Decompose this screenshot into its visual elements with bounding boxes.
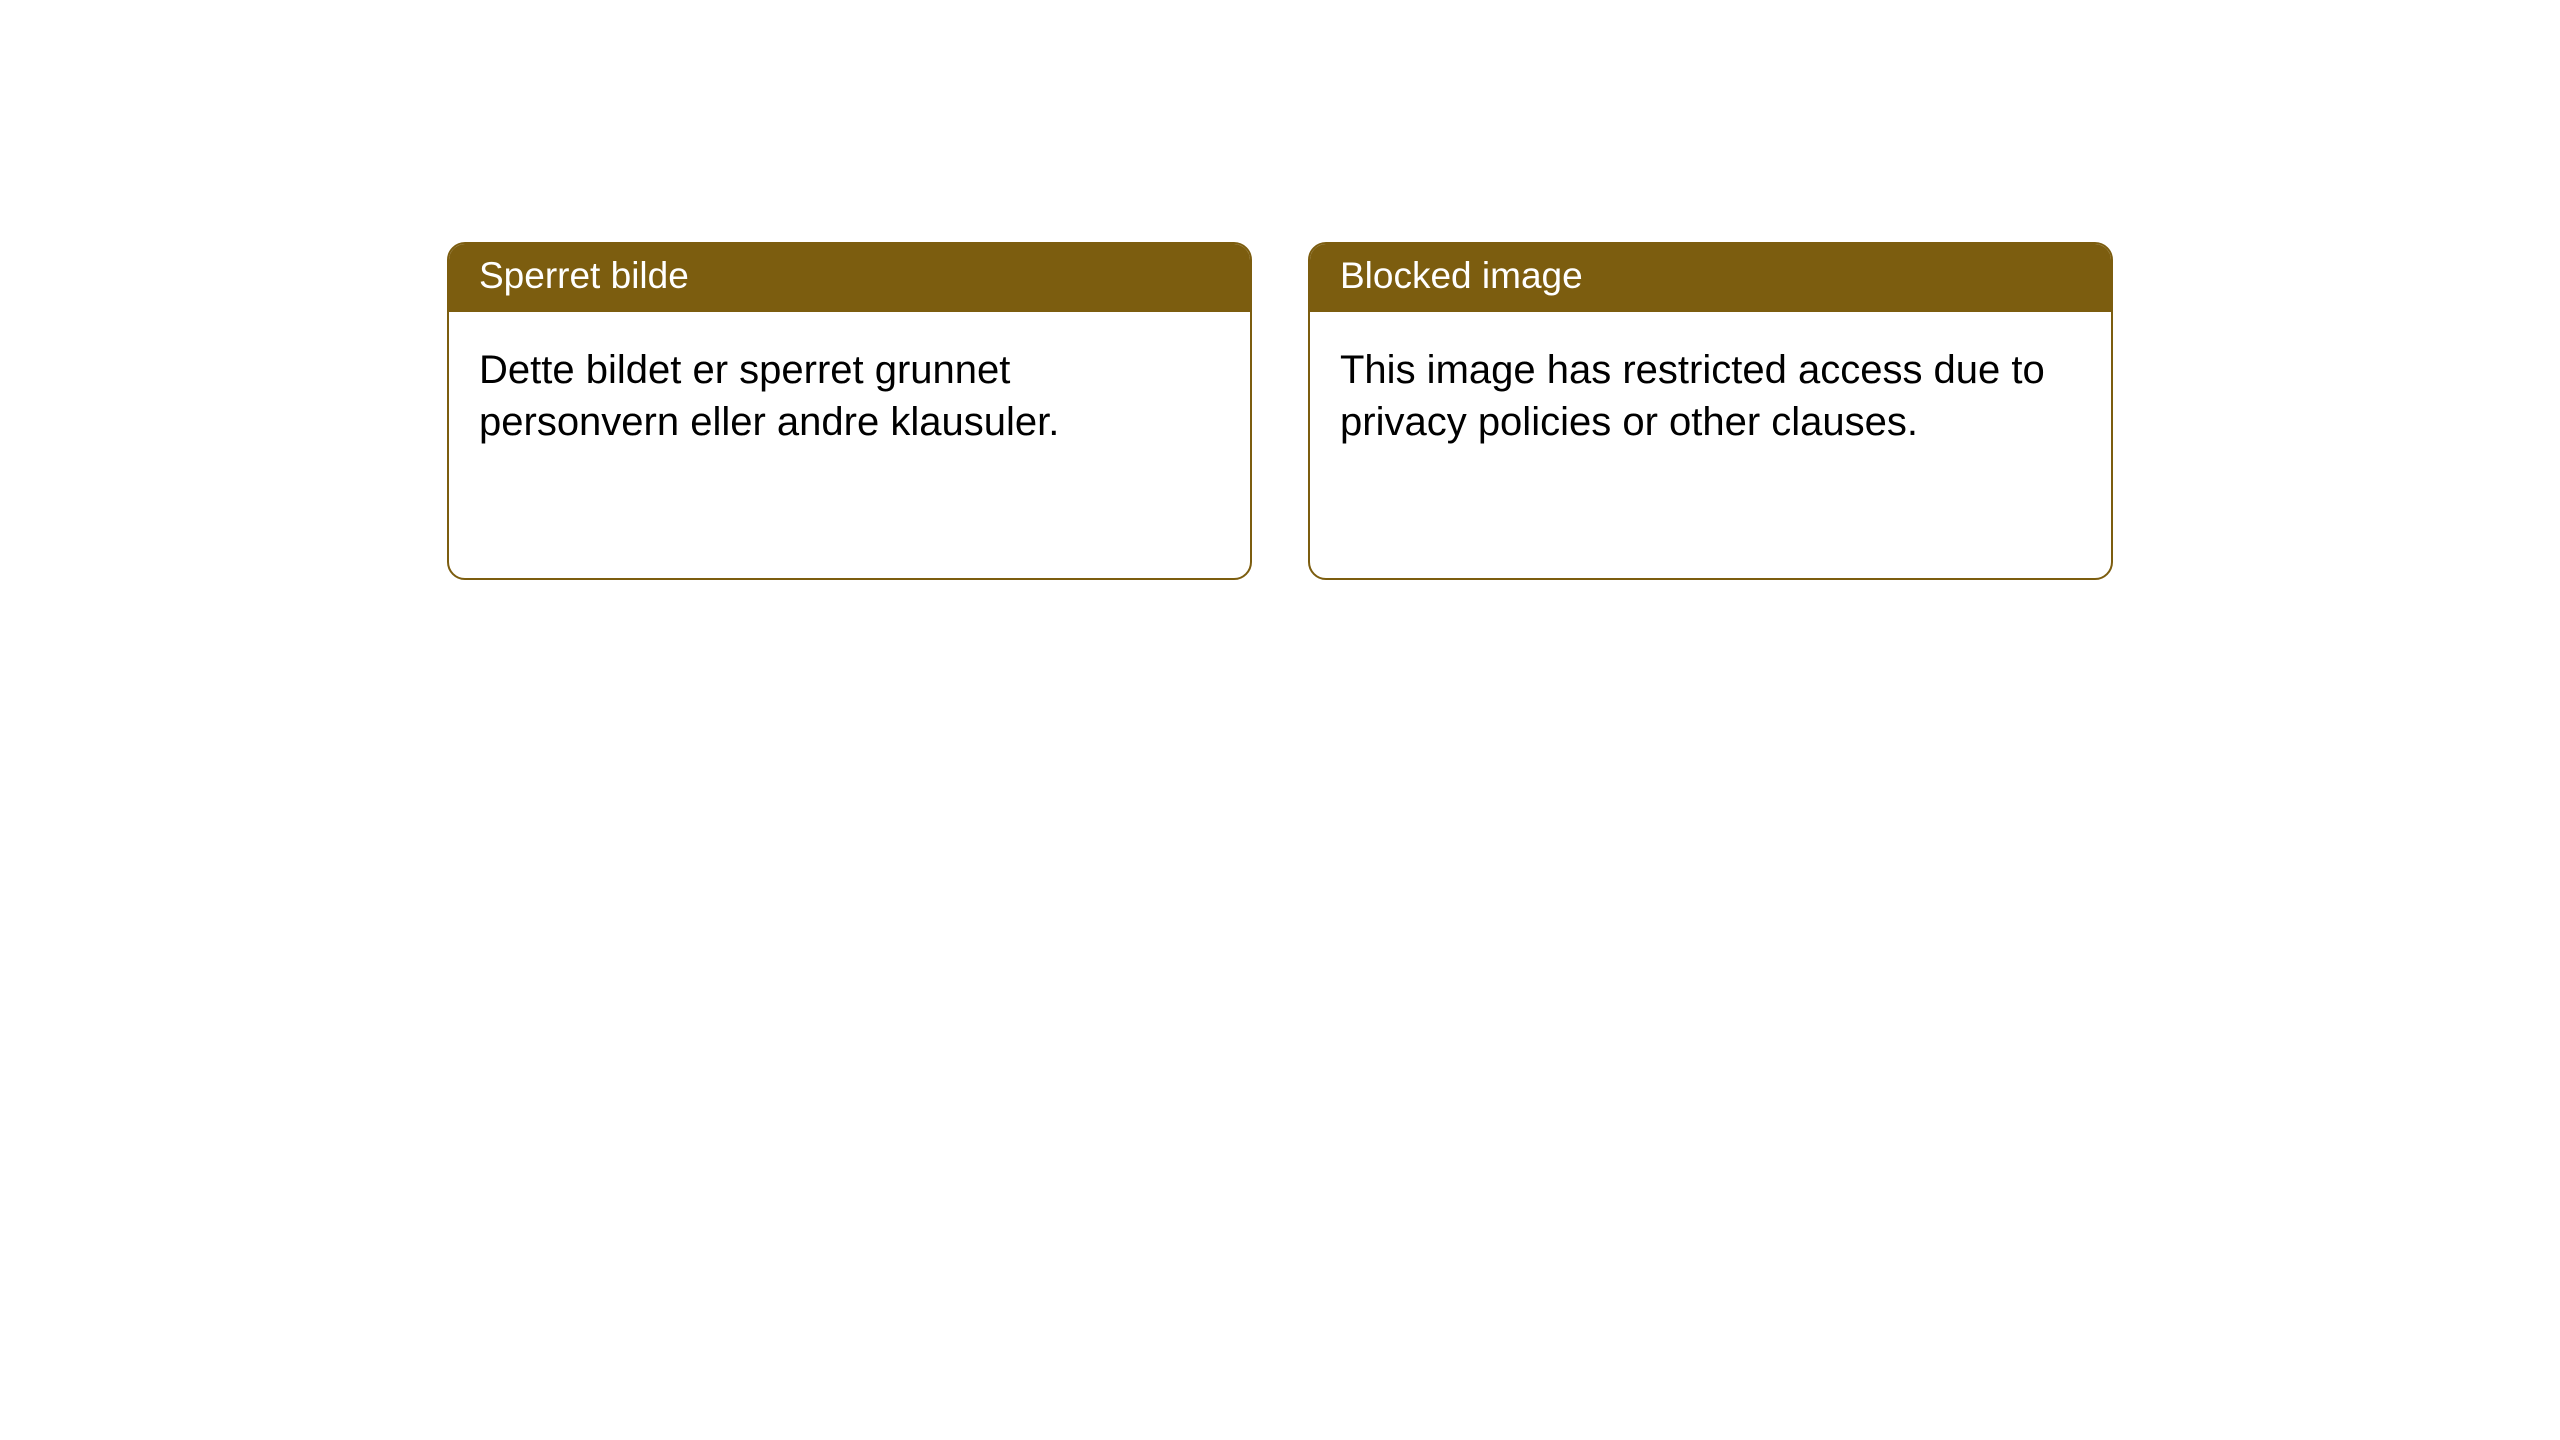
- card-body: This image has restricted access due to …: [1310, 312, 2111, 478]
- notice-cards-container: Sperret bilde Dette bildet er sperret gr…: [447, 242, 2113, 580]
- card-body-text: This image has restricted access due to …: [1340, 348, 2045, 444]
- card-body-text: Dette bildet er sperret grunnet personve…: [479, 348, 1059, 444]
- card-header-text: Blocked image: [1340, 255, 1583, 296]
- notice-card-norwegian: Sperret bilde Dette bildet er sperret gr…: [447, 242, 1252, 580]
- card-body: Dette bildet er sperret grunnet personve…: [449, 312, 1250, 478]
- card-header: Sperret bilde: [449, 244, 1250, 312]
- card-header: Blocked image: [1310, 244, 2111, 312]
- notice-card-english: Blocked image This image has restricted …: [1308, 242, 2113, 580]
- card-header-text: Sperret bilde: [479, 255, 689, 296]
